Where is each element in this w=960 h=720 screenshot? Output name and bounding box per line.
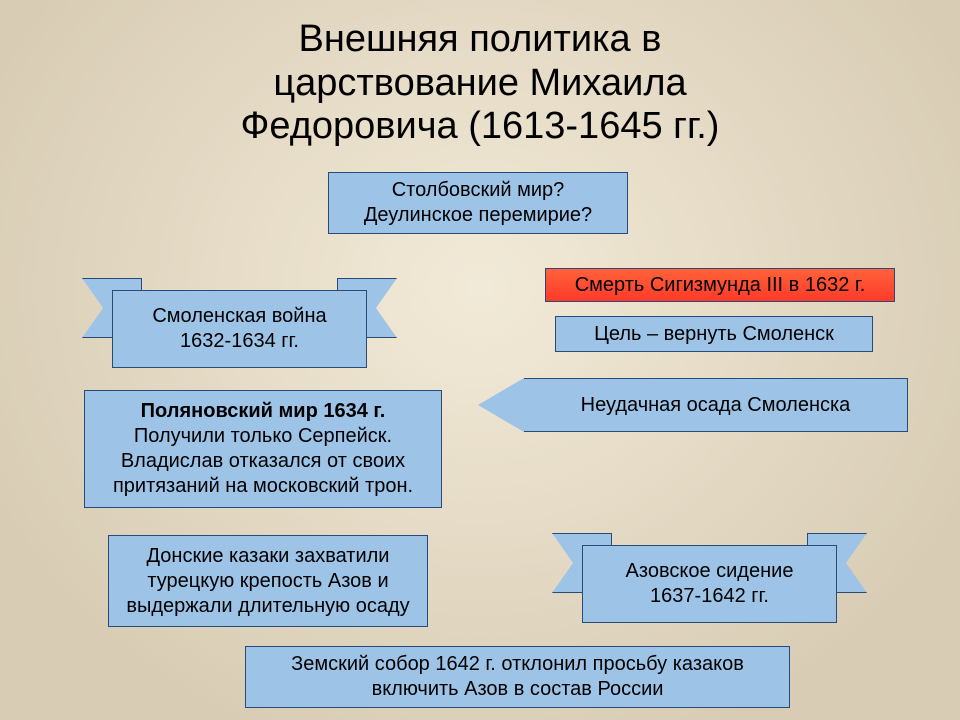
azov-ribbon: Азовское сидение 1637-1642 гг. xyxy=(582,545,837,623)
top-question-line2: Деулинское перемирие? xyxy=(364,203,592,228)
title-line-1: Внешняя политика в xyxy=(299,18,662,60)
peace-line3: притязаний на московский трон. xyxy=(113,474,413,499)
siege-arrow-body: Неудачная осада Смоленска xyxy=(524,378,908,432)
goal-text: Цель – вернуть Смоленск xyxy=(594,322,834,347)
cossacks-line1: Донские казаки захватили xyxy=(147,544,390,569)
smolensk-war-face: Смоленская война 1632-1634 гг. xyxy=(112,290,367,368)
sigismund-death-box: Смерть Сигизмунда III в 1632 г. xyxy=(545,268,895,302)
peace-title: Поляновский мир 1634 г. xyxy=(141,399,386,424)
azov-line1: Азовское сидение xyxy=(626,559,794,584)
azov-line2: 1637-1642 гг. xyxy=(650,584,769,609)
polianovsky-peace-box: Поляновский мир 1634 г. Получили только … xyxy=(84,390,442,508)
smolensk-war-line1: Смоленская война xyxy=(152,304,326,329)
goal-box: Цель – вернуть Смоленск xyxy=(555,316,873,352)
smolensk-war-line2: 1632-1634 гг. xyxy=(180,329,299,354)
cossacks-box: Донские казаки захватили турецкую крепос… xyxy=(108,535,428,627)
smolensk-war-ribbon: Смоленская война 1632-1634 гг. xyxy=(112,290,367,368)
top-question-line1: Столбовский мир? xyxy=(392,178,565,203)
top-question-box: Столбовский мир? Деулинское перемирие? xyxy=(328,172,628,234)
cossacks-line3: выдержали длительную осаду xyxy=(126,594,409,619)
title-line-3: Федоровича (1613-1645 гг.) xyxy=(241,105,720,147)
zemsky-sobor-box: Земский собор 1642 г. отклонил просьбу к… xyxy=(245,646,790,708)
sigismund-death-text: Смерть Сигизмунда III в 1632 г. xyxy=(575,273,866,298)
title-line-2: царствование Михаила xyxy=(273,62,686,104)
siege-arrow: Неудачная осада Смоленска xyxy=(478,378,908,432)
azov-face: Азовское сидение 1637-1642 гг. xyxy=(582,545,837,623)
slide-root: Внешняя политика в царствование Михаила … xyxy=(0,0,960,720)
slide-title: Внешняя политика в царствование Михаила … xyxy=(0,0,960,149)
sobor-line1: Земский собор 1642 г. отклонил просьбу к… xyxy=(291,652,744,677)
peace-line1: Получили только Серпейск. xyxy=(134,424,392,449)
siege-arrow-text: Неудачная осада Смоленска xyxy=(581,394,851,417)
sobor-line2: включить Азов в состав России xyxy=(372,677,664,702)
peace-line2: Владислав отказался от своих xyxy=(121,449,405,474)
cossacks-line2: турецкую крепость Азов и xyxy=(147,569,388,594)
siege-arrow-head xyxy=(478,378,524,432)
